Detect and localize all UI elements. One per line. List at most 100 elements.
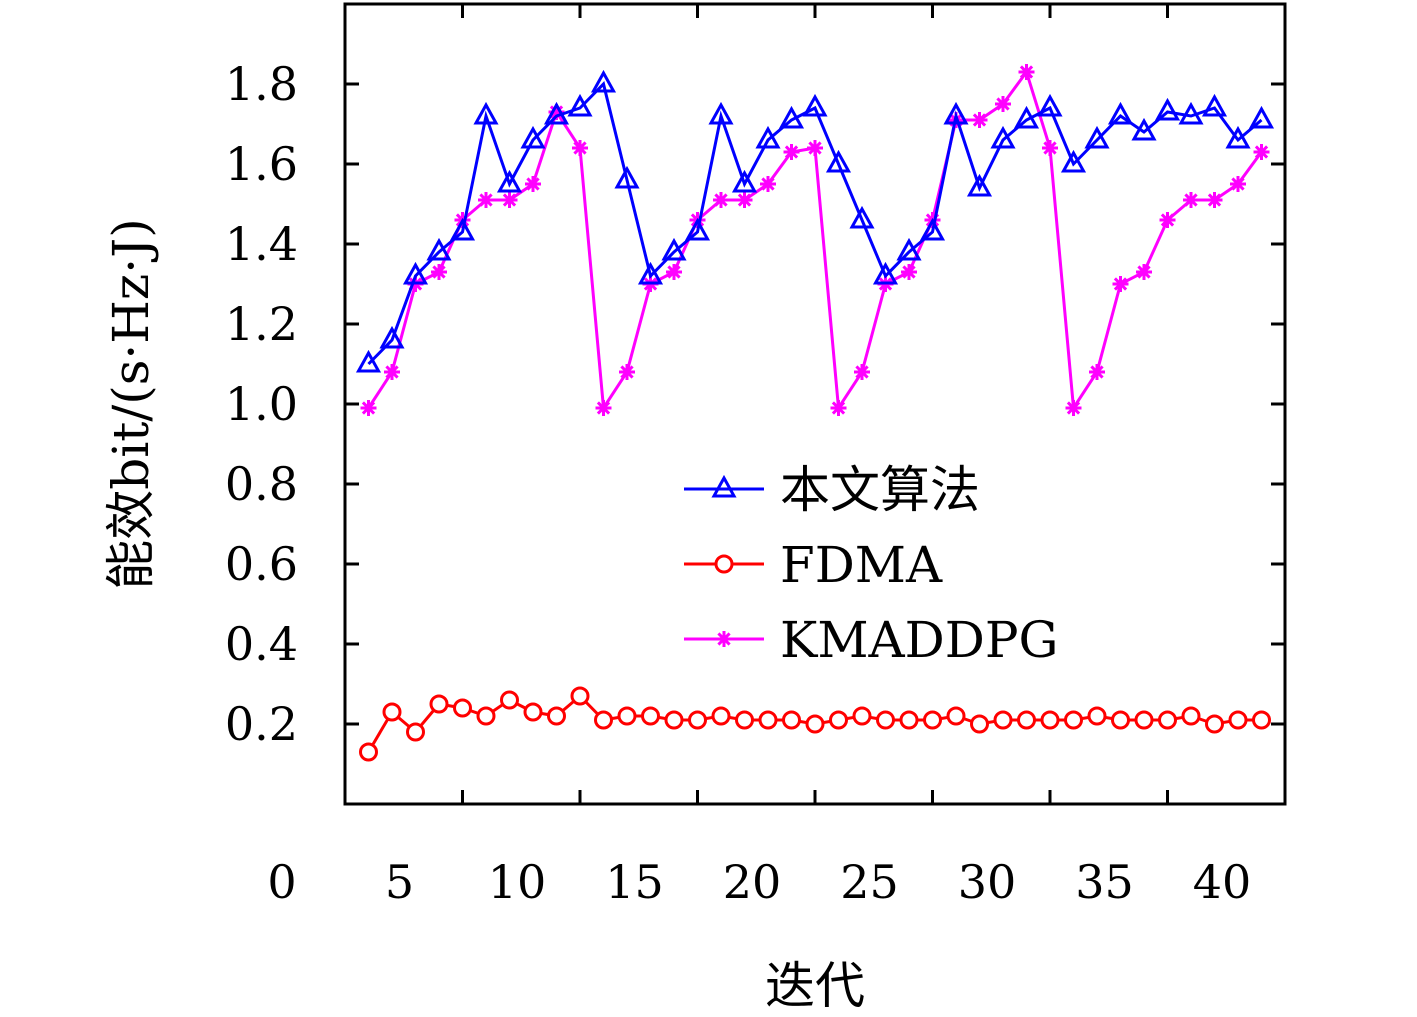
data-point — [713, 192, 729, 208]
data-point — [990, 125, 1016, 149]
data-point — [1205, 714, 1224, 734]
data-point — [1178, 101, 1204, 125]
x-tick-label: 20 — [723, 855, 782, 909]
x-tick-label: 5 — [385, 855, 414, 909]
x-tick-label: 25 — [840, 855, 899, 909]
data-point — [1134, 710, 1154, 730]
data-point — [426, 237, 452, 261]
data-point — [782, 710, 801, 730]
data-point — [1064, 710, 1083, 730]
data-point — [995, 96, 1011, 112]
data-point — [1018, 64, 1035, 80]
data-point — [688, 710, 707, 730]
data-point — [708, 101, 734, 125]
data-point — [478, 192, 494, 208]
data-point — [661, 237, 687, 261]
data-point — [1037, 93, 1063, 117]
data-point — [384, 364, 400, 380]
data-point — [993, 710, 1013, 730]
y-tick-label: 1.6 — [225, 137, 298, 191]
legend-entry: FDMA — [780, 536, 943, 594]
data-point — [637, 261, 664, 285]
data-point — [1089, 364, 1105, 380]
x-tick-label: 0 — [267, 855, 296, 909]
x-axis-title: 迭代 — [765, 957, 865, 1015]
data-point — [595, 400, 612, 416]
x-axis-ticks: 0 5 10 15 20 25 30 35 40 — [267, 4, 1251, 909]
data-point — [783, 144, 800, 160]
data-point — [1131, 117, 1157, 141]
data-point — [567, 93, 593, 117]
data-point — [1225, 125, 1251, 149]
data-point — [1042, 140, 1058, 156]
legend-marker — [714, 554, 734, 574]
data-point — [970, 714, 989, 734]
data-point — [1107, 101, 1134, 125]
data-point — [760, 176, 776, 192]
y-tick-label: 0.6 — [225, 537, 298, 591]
legend: 本文算法 FDMA KMADDPG — [684, 461, 1058, 669]
data-point — [523, 702, 543, 722]
data-point — [736, 192, 753, 208]
data-point — [1013, 105, 1040, 129]
x-tick-label: 30 — [958, 855, 1017, 909]
data-point — [641, 706, 660, 726]
data-point — [1201, 93, 1228, 117]
series-layer — [355, 64, 1275, 762]
data-point — [805, 714, 825, 734]
x-tick-label: 40 — [1193, 855, 1252, 909]
y-tick-label: 1.0 — [225, 377, 298, 431]
data-point — [1181, 706, 1201, 726]
data-point — [382, 702, 402, 722]
series-2 — [360, 64, 1270, 416]
data-point — [731, 169, 758, 193]
data-point — [802, 93, 828, 117]
data-point — [971, 112, 988, 128]
data-point — [1040, 710, 1060, 730]
data-point — [614, 165, 640, 189]
data-point — [525, 176, 541, 192]
data-point — [406, 722, 425, 742]
data-point — [359, 742, 378, 762]
data-point — [896, 237, 922, 261]
data-point — [1111, 710, 1130, 730]
data-point — [379, 325, 405, 349]
legend-entry: KMADDPG — [780, 611, 1058, 669]
data-point — [402, 261, 429, 285]
data-point — [473, 101, 499, 125]
data-point — [1230, 176, 1246, 192]
data-point — [1154, 97, 1181, 121]
y-axis-ticks: 0.2 0.4 0.6 0.8 1.0 1.2 1.4 1.6 1.8 — [225, 57, 1285, 751]
data-point — [496, 169, 523, 193]
data-point — [594, 710, 613, 730]
data-point — [830, 400, 847, 416]
data-point — [1136, 264, 1152, 280]
data-point — [758, 710, 778, 730]
data-point — [1159, 212, 1176, 228]
data-point — [1252, 710, 1271, 730]
data-point — [1112, 276, 1129, 292]
data-point — [590, 69, 617, 93]
data-point — [572, 140, 588, 156]
y-tick-label: 0.8 — [225, 457, 298, 511]
data-point — [711, 706, 731, 726]
data-point — [355, 349, 382, 373]
data-point — [923, 710, 942, 730]
data-point — [360, 400, 377, 416]
data-point — [617, 706, 637, 726]
series-0 — [355, 69, 1275, 373]
data-point — [1158, 710, 1177, 730]
data-point — [1017, 710, 1036, 730]
series-line — [367, 81, 1263, 366]
data-point — [429, 694, 449, 714]
data-point — [849, 205, 875, 229]
data-point — [901, 264, 917, 280]
data-point — [619, 364, 635, 380]
x-tick-label: 15 — [605, 855, 664, 909]
y-tick-label: 0.4 — [225, 617, 298, 671]
data-point — [476, 706, 496, 726]
y-axis-title: 能效bit/(s·Hz·J) — [102, 218, 160, 589]
data-point — [919, 217, 946, 241]
data-point — [664, 710, 684, 730]
